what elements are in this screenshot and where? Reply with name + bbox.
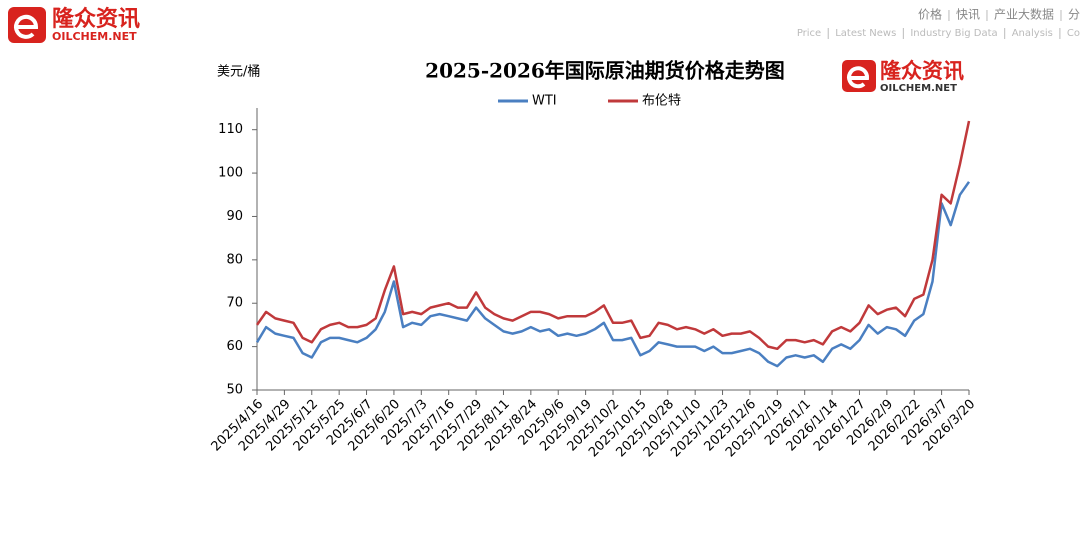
watermark-logo: 隆众资讯 OILCHEM.NET (842, 59, 964, 94)
series-line (255, 181, 971, 368)
y-tick-label: 50 (226, 383, 243, 398)
legend-label: WTI (532, 94, 557, 109)
y-tick-label: 70 (226, 296, 243, 311)
nav-item[interactable]: Analysis (1012, 28, 1053, 39)
brand-site: OILCHEM.NET (52, 30, 137, 43)
legend-label: 布伦特 (642, 94, 681, 109)
nav-item[interactable]: Co (1067, 28, 1080, 39)
brand-name: 隆众资讯 (52, 7, 140, 32)
nav-item[interactable]: Industry Big Data (910, 28, 997, 39)
y-tick-label: 110 (218, 122, 243, 137)
watermark-site: OILCHEM.NET (880, 83, 957, 94)
nav-item[interactable]: 分 (1068, 8, 1080, 22)
logo[interactable]: 隆众资讯 OILCHEM.NET (8, 7, 140, 43)
nav-item[interactable]: 价格 (918, 7, 942, 22)
y-tick-label: 90 (226, 209, 243, 224)
y-tick-label: 80 (226, 252, 243, 267)
logo-mark (14, 14, 39, 39)
y-axis-label: 美元/桶 (217, 65, 260, 80)
watermark-brand: 隆众资讯 (880, 59, 964, 83)
nav-item[interactable]: Price (797, 28, 821, 39)
y-tick-label: 100 (218, 166, 243, 181)
nav-item[interactable]: 快讯 (956, 8, 980, 22)
nav-item[interactable]: 产业大数据 (994, 7, 1054, 22)
watermark-mark (847, 66, 870, 89)
series-line (255, 120, 971, 351)
plot: 50607080901001102025/4/162025/4/292025/5… (209, 94, 979, 461)
y-tick-label: 60 (226, 339, 243, 354)
chart-title: 2025-2026年国际原油期货价格走势图 (425, 59, 785, 83)
nav-item[interactable]: Latest News (835, 28, 896, 39)
